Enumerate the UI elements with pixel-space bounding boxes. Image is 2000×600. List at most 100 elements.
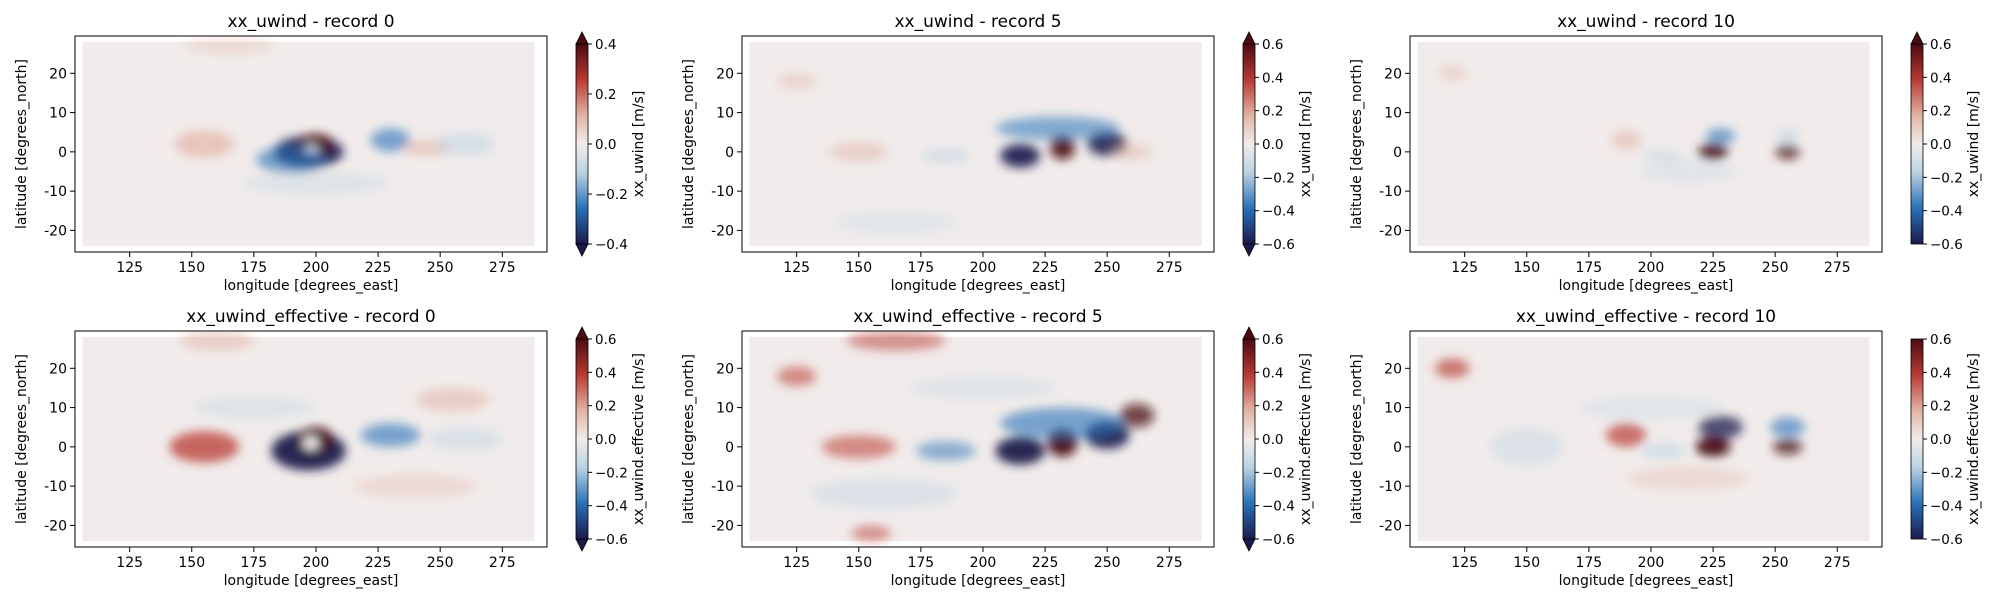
y-tick-label: 20 [1384,361,1402,377]
colorbar-extend-max [1242,31,1256,45]
y-tick-label: 10 [1384,106,1402,122]
colorbar-tick-label: 0.2 [595,87,616,103]
x-tick-label: 250 [427,555,454,571]
x-tick-label: 150 [845,555,872,571]
y-tick-label: 0 [725,440,734,456]
colorbar: 0.6 0.4 0.2 0.0 −0.2 −0.4 −0.6 xx_uwind [m/s] [1242,31,1314,257]
y-tick-label: -10 [1379,479,1402,495]
x-tick-label: 275 [489,555,516,571]
colorbar-label: xx_uwind [m/s] [631,91,647,198]
x-axis-label: longitude [degrees_east] [1559,278,1734,294]
colorbar-extend-max [575,31,589,45]
x-tick-label: 125 [783,555,810,571]
data-region [749,41,1202,247]
plot-frame [741,35,1215,253]
colorbar-gradient [575,338,589,540]
field-feature [1698,415,1743,439]
colorbar-tick-label: 0.4 [1262,365,1283,381]
y-tick-label: -20 [711,518,734,534]
field-feature [174,130,234,158]
colorbar-tick-label: −0.6 [1262,237,1295,253]
colorbar-tick-label: −0.6 [1930,532,1963,548]
field-feature [184,37,274,54]
y-tick-label: -20 [44,223,67,239]
colorbar-tick-label: −0.4 [1930,499,1963,515]
x-tick-label: 250 [1762,260,1789,276]
colorbar-tick-label: 0.2 [1262,104,1283,120]
field-feature [809,478,959,510]
y-tick-label: -10 [44,479,67,495]
x-tick-label: 200 [970,260,997,276]
field-feature [1611,130,1642,150]
y-tick-label: -10 [711,479,734,495]
field-feature [179,331,254,351]
field-feature [435,132,495,156]
y-tick-label: -20 [44,518,67,534]
colorbar-tick-label: 0.6 [1930,37,1951,53]
x-tick-label: 125 [1451,555,1478,571]
field-feature [1775,128,1801,145]
x-tick-label: 275 [1156,260,1183,276]
field-feature [846,331,946,351]
colorbar-tick-label: 0.6 [595,332,616,348]
x-tick-label: 225 [365,260,392,276]
colorbar-extend-max [575,326,589,340]
colorbar-tick-label: 0.4 [1930,365,1951,381]
x-tick-label: 200 [1638,260,1665,276]
x-tick-label: 225 [1700,555,1727,571]
field-feature [1695,437,1731,457]
x-tick-label: 225 [1032,260,1059,276]
x-tick-label: 125 [1451,260,1478,276]
colorbar-tick-label: 0.0 [595,137,616,153]
field-layer [1417,41,1870,247]
colorbar-label: xx_uwind [m/s] [1966,91,1982,198]
colorbar-gradient [1242,338,1256,540]
field-feature [1489,427,1565,467]
x-tick-label: 125 [116,260,143,276]
x-tick-label: 150 [1513,555,1540,571]
plot-frame [1409,35,1883,253]
x-tick-label: 200 [303,260,330,276]
plot-frame [74,330,548,548]
colorbar-tick-label: 0.6 [1262,37,1283,53]
colorbar-tick-label: 0.4 [1930,70,1951,86]
subplot-title: xx_uwind_effective - record 5 [853,307,1102,327]
y-axis-label: latitude [degrees_north] [1349,59,1365,229]
field-feature [1434,358,1470,379]
y-tick-label: -10 [1379,184,1402,200]
colorbar-extend-min [1242,538,1256,552]
field-feature [1772,439,1803,455]
colorbar-tick-label: −0.2 [1262,170,1295,186]
x-tick-label: 250 [1094,260,1121,276]
x-axis-label: longitude [degrees_east] [224,278,399,294]
colorbar-extend-min [575,243,589,257]
y-tick-label: -20 [711,223,734,239]
y-axis-label: latitude [degrees_north] [1349,354,1365,524]
field-feature [1437,65,1468,82]
y-tick-label: 20 [49,66,67,82]
field-feature [1000,144,1041,168]
colorbar-extend-min [1242,243,1256,257]
field-feature [821,435,897,459]
field-feature [1705,128,1736,145]
x-tick-label: 175 [907,555,934,571]
y-tick-label: 0 [58,440,67,456]
x-axis-label: longitude [degrees_east] [891,278,1066,294]
y-tick-label: 20 [1384,66,1402,82]
colorbar-tick-label: −0.4 [1262,204,1295,220]
x-tick-label: 150 [178,260,205,276]
field-feature [908,376,1058,400]
colorbar-tick-label: 0.0 [1262,432,1283,448]
x-tick-label: 175 [240,555,267,571]
field-feature [776,73,817,90]
y-tick-label: 0 [725,145,734,161]
colorbar-tick-label: 0.2 [1930,399,1951,415]
field-feature [1770,417,1805,438]
data-region [749,336,1202,542]
subplot-5: xx_uwind_effective - record 10 125 150 175 2… [1349,307,1982,589]
subplot-title: xx_uwind - record 10 [1557,12,1735,32]
